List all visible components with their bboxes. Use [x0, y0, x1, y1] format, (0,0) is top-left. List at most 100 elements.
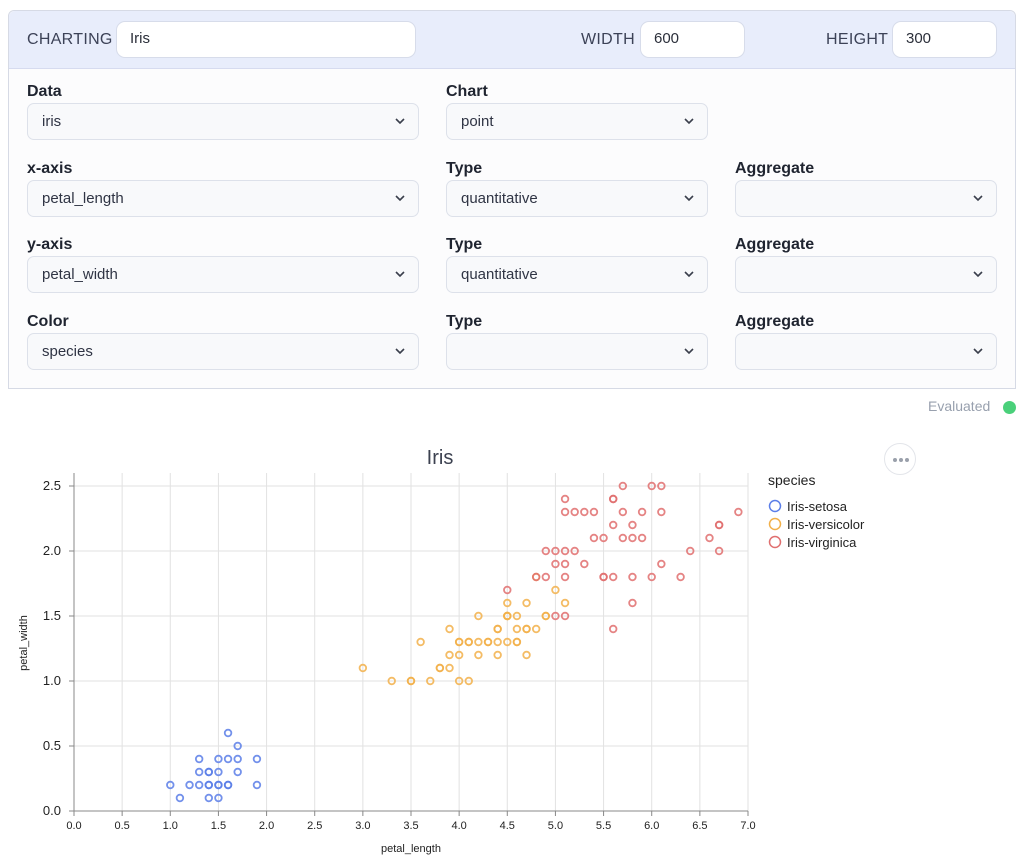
- data-point: [541, 611, 550, 621]
- data-point: [560, 611, 570, 621]
- chevron-down-icon: [684, 195, 694, 202]
- color-label: Color: [27, 313, 69, 330]
- ytype-select[interactable]: quantitative: [446, 256, 708, 293]
- ytype-value: quantitative: [461, 266, 538, 283]
- yagg-select[interactable]: [735, 256, 997, 293]
- data-point: [599, 533, 608, 543]
- chevron-down-icon: [395, 348, 405, 355]
- data-point: [233, 767, 242, 777]
- xtype-select[interactable]: quantitative: [446, 180, 708, 217]
- data-point: [387, 676, 396, 686]
- data-point: [233, 754, 242, 764]
- data-point: [551, 559, 560, 569]
- y-tick-label: 2.0: [43, 543, 61, 558]
- chevron-down-icon: [973, 195, 983, 202]
- xaxis-value: petal_length: [42, 190, 124, 207]
- chart-label: Chart: [446, 83, 488, 100]
- data-point: [445, 663, 454, 673]
- chart-grid: [73, 473, 749, 812]
- data-select[interactable]: iris: [27, 103, 419, 140]
- data-point: [628, 572, 637, 582]
- data-point: [512, 637, 522, 647]
- xagg-select[interactable]: [735, 180, 997, 217]
- data-point: [204, 767, 213, 777]
- data-point: [166, 780, 175, 790]
- data-point: [252, 780, 262, 790]
- legend-swatch: [768, 517, 782, 531]
- data-point: [503, 611, 512, 621]
- chart-type-select[interactable]: point: [446, 103, 708, 140]
- data-point: [580, 507, 589, 517]
- x-tick-label: 0.0: [66, 820, 81, 832]
- data-point: [435, 663, 445, 673]
- ctype-label: Type: [446, 313, 483, 330]
- chevron-down-icon: [684, 271, 694, 278]
- cagg-select[interactable]: [735, 333, 997, 370]
- data-point: [204, 780, 213, 790]
- data-point: [358, 663, 368, 673]
- chevron-down-icon: [973, 348, 983, 355]
- data-point: [647, 481, 656, 491]
- xaxis-select[interactable]: petal_length: [27, 180, 419, 217]
- data-point: [570, 507, 579, 517]
- data-point: [426, 676, 435, 686]
- data-point: [657, 481, 666, 491]
- y-axis-title: petal_width: [18, 615, 30, 671]
- data-point: [406, 676, 416, 686]
- yaxis-value: petal_width: [42, 266, 118, 283]
- x-tick-label: 5.5: [596, 820, 611, 832]
- data-point: [445, 624, 454, 634]
- ctype-select[interactable]: [446, 333, 708, 370]
- data-point: [493, 650, 502, 660]
- chart-points: [166, 481, 743, 803]
- data-point: [503, 611, 512, 621]
- data-point: [512, 637, 522, 647]
- height-input[interactable]: 300: [892, 21, 997, 58]
- yagg-label: Aggregate: [735, 236, 815, 253]
- chart-config-panel: CHARTING Iris WIDTH 600 HEIGHT 300 Data …: [8, 10, 1016, 389]
- ytype-label: Type: [446, 236, 483, 253]
- chart-title-input[interactable]: Iris: [116, 21, 416, 58]
- data-point: [551, 546, 560, 556]
- data-point: [185, 780, 194, 790]
- x-tick-label: 4.5: [500, 820, 515, 832]
- yaxis-select[interactable]: petal_width: [27, 256, 419, 293]
- data-point: [454, 676, 464, 686]
- data-point: [503, 598, 512, 608]
- data-point: [512, 611, 522, 621]
- data-point: [194, 767, 204, 777]
- x-tick-label: 1.5: [211, 820, 226, 832]
- x-tick-label: 6.0: [644, 820, 659, 832]
- data-point: [474, 611, 483, 621]
- data-point: [599, 572, 608, 582]
- data-point: [628, 533, 637, 543]
- legend-label: Iris-virginica: [787, 535, 857, 550]
- height-label: HEIGHT: [826, 31, 889, 48]
- data-point: [551, 585, 560, 595]
- data-point: [406, 676, 416, 686]
- data-select-value: iris: [42, 113, 62, 130]
- width-input[interactable]: 600: [640, 21, 745, 58]
- data-point: [560, 507, 570, 517]
- legend-swatch: [768, 535, 782, 549]
- data-point: [175, 793, 185, 803]
- x-tick-label: 3.0: [355, 820, 370, 832]
- data-point: [618, 481, 628, 491]
- more-options-button[interactable]: [884, 443, 916, 475]
- data-point: [686, 546, 695, 556]
- chevron-down-icon: [395, 118, 405, 125]
- legend-title: species: [768, 472, 815, 488]
- y-tick-label: 0.0: [43, 803, 61, 818]
- xtype-value: quantitative: [461, 190, 538, 207]
- color-select[interactable]: species: [27, 333, 419, 370]
- data-point: [233, 741, 242, 751]
- color-value: species: [42, 343, 93, 360]
- data-point: [522, 624, 531, 634]
- data-point: [204, 793, 213, 803]
- data-point: [589, 533, 599, 543]
- data-point: [560, 598, 570, 608]
- y-tick-label: 1.0: [43, 673, 61, 688]
- data-point: [580, 559, 589, 569]
- x-tick-label: 2.0: [259, 820, 274, 832]
- x-tick-label: 5.0: [548, 820, 563, 832]
